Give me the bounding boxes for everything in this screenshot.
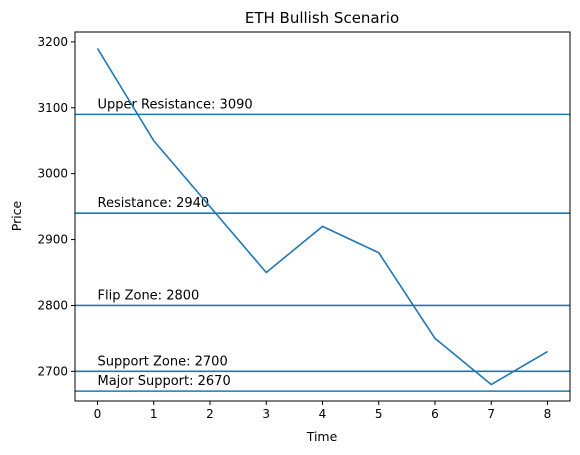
x-tick-label-1: 1 [150,407,158,421]
x-tick-label-0: 0 [94,407,102,421]
y-axis: 2700 2800 2900 3000 3100 3200 [37,35,75,378]
level-label-1: Resistance: 2940 [98,196,210,211]
level-label-4: Major Support: 2670 [98,374,231,389]
levels-layer: Upper Resistance: 3090 Resistance: 2940 Fl… [75,97,570,392]
series-line-0 [96,48,548,386]
x-tick-label-3: 3 [262,407,270,421]
y-tick-label-5: 3200 [37,35,68,49]
level-label-3: Support Zone: 2700 [98,354,228,369]
x-tick-label-6: 6 [431,407,439,421]
x-axis-label: Time [306,429,338,444]
x-tick-label-7: 7 [487,407,495,421]
y-tick-label-2: 2900 [37,233,68,247]
x-tick-label-8: 8 [544,407,552,421]
x-tick-label-5: 5 [375,407,383,421]
x-tick-label-4: 4 [319,407,327,421]
level-label-0: Upper Resistance: 3090 [98,97,253,112]
y-tick-label-1: 2800 [37,298,68,312]
level-label-2: Flip Zone: 2800 [98,288,200,303]
plot-frame [74,31,571,402]
chart-title: ETH Bullish Scenario [245,9,399,27]
y-tick-label-4: 3100 [37,101,68,115]
series-layer [96,48,548,386]
x-axis: 0 1 2 3 4 5 6 7 8 [94,401,552,421]
y-tick-label-0: 2700 [37,364,68,378]
y-tick-label-3: 3000 [37,167,68,181]
x-tick-label-2: 2 [206,407,214,421]
y-axis-label: Price [9,200,24,231]
